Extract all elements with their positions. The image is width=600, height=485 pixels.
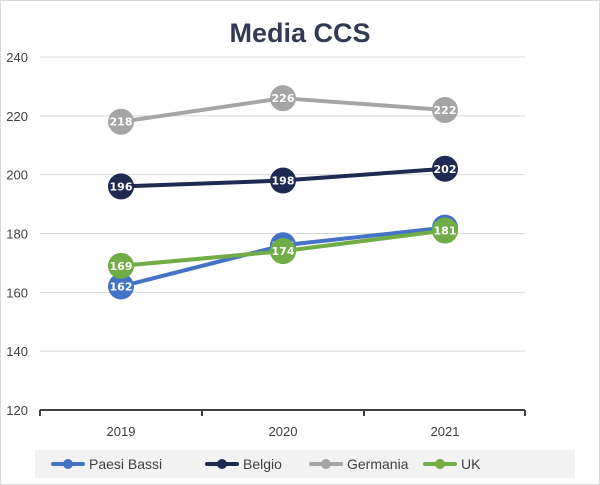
y-tick-label: 200: [6, 168, 28, 183]
y-tick-label: 240: [6, 50, 28, 65]
data-point-germania: [108, 108, 134, 135]
data-point-belgio: [108, 173, 134, 200]
y-tick-label: 120: [6, 403, 28, 418]
x-tick-label: 2021: [431, 424, 460, 439]
data-label-uk: 174: [272, 245, 295, 258]
data-point-germania: [270, 85, 296, 112]
data-label-uk: 169: [110, 260, 133, 273]
chart-title: Media CCS: [229, 18, 371, 48]
data-point-uk: [270, 238, 296, 265]
data-point-paesi-bassi: [108, 273, 134, 300]
data-point-uk: [432, 217, 458, 244]
legend-item-uk: UK: [421, 454, 480, 474]
data-point-uk: [108, 252, 134, 279]
legend-label-germania: Germania: [347, 456, 409, 472]
y-tick-label: 140: [6, 344, 28, 359]
data-label-germania: 226: [272, 92, 295, 105]
legend-marker-belgio: [203, 454, 241, 474]
y-tick-label: 160: [6, 285, 28, 300]
legend-label-uk: UK: [461, 456, 481, 472]
legend-label-belgio: Belgio: [243, 456, 282, 472]
data-point-belgio: [432, 155, 458, 182]
data-label-belgio: 202: [434, 163, 457, 176]
legend-item-germania: Germania: [307, 454, 408, 474]
y-tick-label: 220: [6, 109, 28, 124]
data-label-germania: 218: [110, 116, 133, 129]
data-label-uk: 181: [434, 225, 457, 238]
y-tick-label: 180: [6, 227, 28, 242]
data-label-belgio: 198: [272, 175, 295, 188]
data-point-germania: [432, 96, 458, 123]
legend-marker-paesi-bassi: [49, 454, 87, 474]
x-tick-label: 2020: [269, 424, 298, 439]
data-label-germania: 222: [434, 104, 457, 117]
x-tick-label: 2019: [107, 424, 136, 439]
legend: Paesi Bassi Belgio Germania UK: [35, 450, 575, 478]
legend-marker-uk: [421, 454, 459, 474]
data-label-paesi-bassi: 162: [110, 280, 133, 293]
legend-item-belgio: Belgio: [203, 454, 282, 474]
legend-item-paesi-bassi: Paesi Bassi: [49, 454, 162, 474]
data-label-belgio: 196: [110, 180, 133, 193]
legend-label-paesi-bassi: Paesi Bassi: [89, 456, 163, 472]
legend-marker-germania: [307, 454, 345, 474]
data-point-belgio: [270, 167, 296, 194]
